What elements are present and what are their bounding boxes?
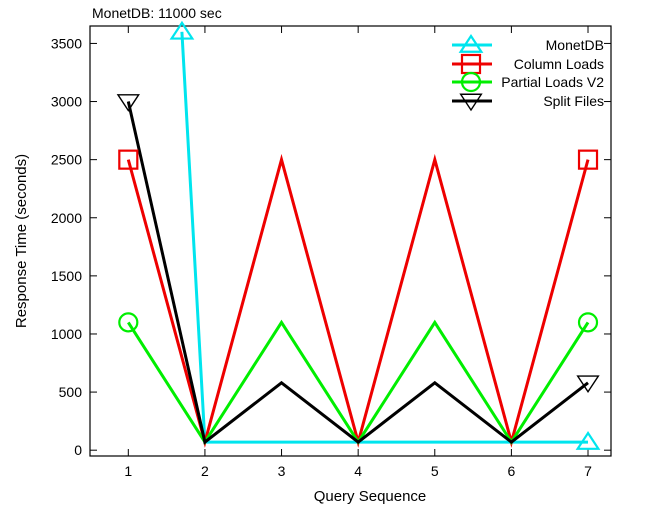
x-tick-label: 3 bbox=[278, 463, 286, 479]
y-tick-label: 0 bbox=[74, 442, 82, 458]
series-marker-monetdb bbox=[575, 431, 601, 450]
x-axis-label: Query Sequence bbox=[314, 488, 427, 505]
y-axis-label: Response Time (seconds) bbox=[13, 154, 30, 328]
monetdb-annotation: MonetDB: 11000 sec bbox=[92, 5, 222, 21]
legend-label-column-loads: Column Loads bbox=[514, 56, 604, 72]
y-axis: 0 500 1000 1500 2000 2500 3000 3500 bbox=[51, 35, 611, 458]
legend-marker-partial-loads-v2 bbox=[460, 71, 482, 93]
series-marker-partial-loads-v2 bbox=[118, 312, 139, 333]
series-lines bbox=[126, 31, 590, 448]
series-marker-split-files bbox=[116, 94, 140, 112]
legend: MonetDB Column Loads Partial Loads V2 Split… bbox=[452, 33, 604, 112]
x-tick-label: 7 bbox=[584, 463, 592, 479]
series-marker-split-files bbox=[576, 375, 600, 394]
y-tick-label: 1000 bbox=[51, 326, 82, 342]
series-marker-column-loads bbox=[118, 149, 139, 170]
series-marker-column-loads bbox=[577, 149, 599, 170]
legend-label-partial-loads-v2: Partial Loads V2 bbox=[501, 74, 604, 90]
y-tick-label: 2000 bbox=[51, 210, 82, 226]
legend-marker-split-files bbox=[459, 93, 483, 112]
y-tick-label: 1500 bbox=[51, 268, 82, 284]
x-tick-label: 4 bbox=[354, 463, 362, 479]
legend-label-split-files: Split Files bbox=[543, 93, 604, 109]
series-markers bbox=[116, 20, 601, 450]
x-tick-label: 6 bbox=[507, 463, 515, 479]
legend-label-monetdb: MonetDB bbox=[546, 37, 604, 53]
series-marker-partial-loads-v2 bbox=[577, 312, 599, 333]
y-tick-label: 3500 bbox=[51, 35, 82, 51]
legend-marker-monetdb bbox=[458, 33, 484, 53]
plot-frame bbox=[89, 25, 612, 457]
x-tick-label: 1 bbox=[124, 463, 132, 479]
series-marker-monetdb bbox=[169, 20, 195, 40]
x-tick-label: 2 bbox=[201, 463, 209, 479]
y-tick-label: 2500 bbox=[51, 152, 82, 168]
y-tick-label: 500 bbox=[59, 384, 83, 400]
y-tick-label: 3000 bbox=[51, 94, 82, 110]
series-line-partial-loads-v2 bbox=[127, 319, 590, 445]
series-line-split-files bbox=[126, 101, 589, 445]
x-tick-label: 5 bbox=[431, 463, 439, 479]
x-axis: 1 2 3 4 5 6 7 bbox=[124, 26, 592, 479]
